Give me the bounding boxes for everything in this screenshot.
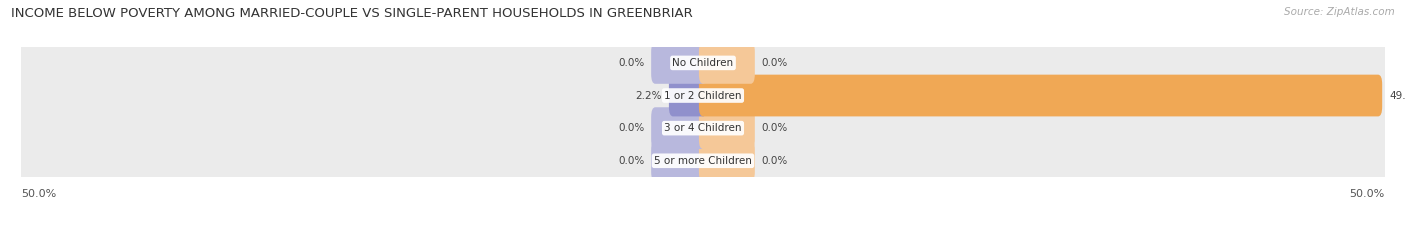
Text: 0.0%: 0.0%	[619, 156, 644, 166]
Text: No Children: No Children	[672, 58, 734, 68]
Text: 0.0%: 0.0%	[762, 58, 787, 68]
FancyBboxPatch shape	[699, 140, 755, 182]
FancyBboxPatch shape	[651, 42, 707, 84]
Text: 2.2%: 2.2%	[636, 91, 662, 100]
Text: 0.0%: 0.0%	[762, 123, 787, 133]
Text: 50.0%: 50.0%	[1350, 189, 1385, 199]
Text: Source: ZipAtlas.com: Source: ZipAtlas.com	[1284, 7, 1395, 17]
FancyBboxPatch shape	[669, 75, 707, 116]
Text: INCOME BELOW POVERTY AMONG MARRIED-COUPLE VS SINGLE-PARENT HOUSEHOLDS IN GREENBR: INCOME BELOW POVERTY AMONG MARRIED-COUPL…	[11, 7, 693, 20]
Text: 1 or 2 Children: 1 or 2 Children	[664, 91, 742, 100]
Text: 0.0%: 0.0%	[619, 58, 644, 68]
FancyBboxPatch shape	[17, 130, 1389, 192]
Text: 5 or more Children: 5 or more Children	[654, 156, 752, 166]
Text: 3 or 4 Children: 3 or 4 Children	[664, 123, 742, 133]
FancyBboxPatch shape	[651, 107, 707, 149]
FancyBboxPatch shape	[699, 75, 1382, 116]
Text: 0.0%: 0.0%	[762, 156, 787, 166]
FancyBboxPatch shape	[651, 140, 707, 182]
Text: 49.5%: 49.5%	[1389, 91, 1406, 100]
FancyBboxPatch shape	[17, 64, 1389, 127]
Text: 0.0%: 0.0%	[619, 123, 644, 133]
FancyBboxPatch shape	[17, 97, 1389, 159]
FancyBboxPatch shape	[699, 107, 755, 149]
FancyBboxPatch shape	[699, 42, 755, 84]
FancyBboxPatch shape	[17, 32, 1389, 94]
Text: 50.0%: 50.0%	[21, 189, 56, 199]
